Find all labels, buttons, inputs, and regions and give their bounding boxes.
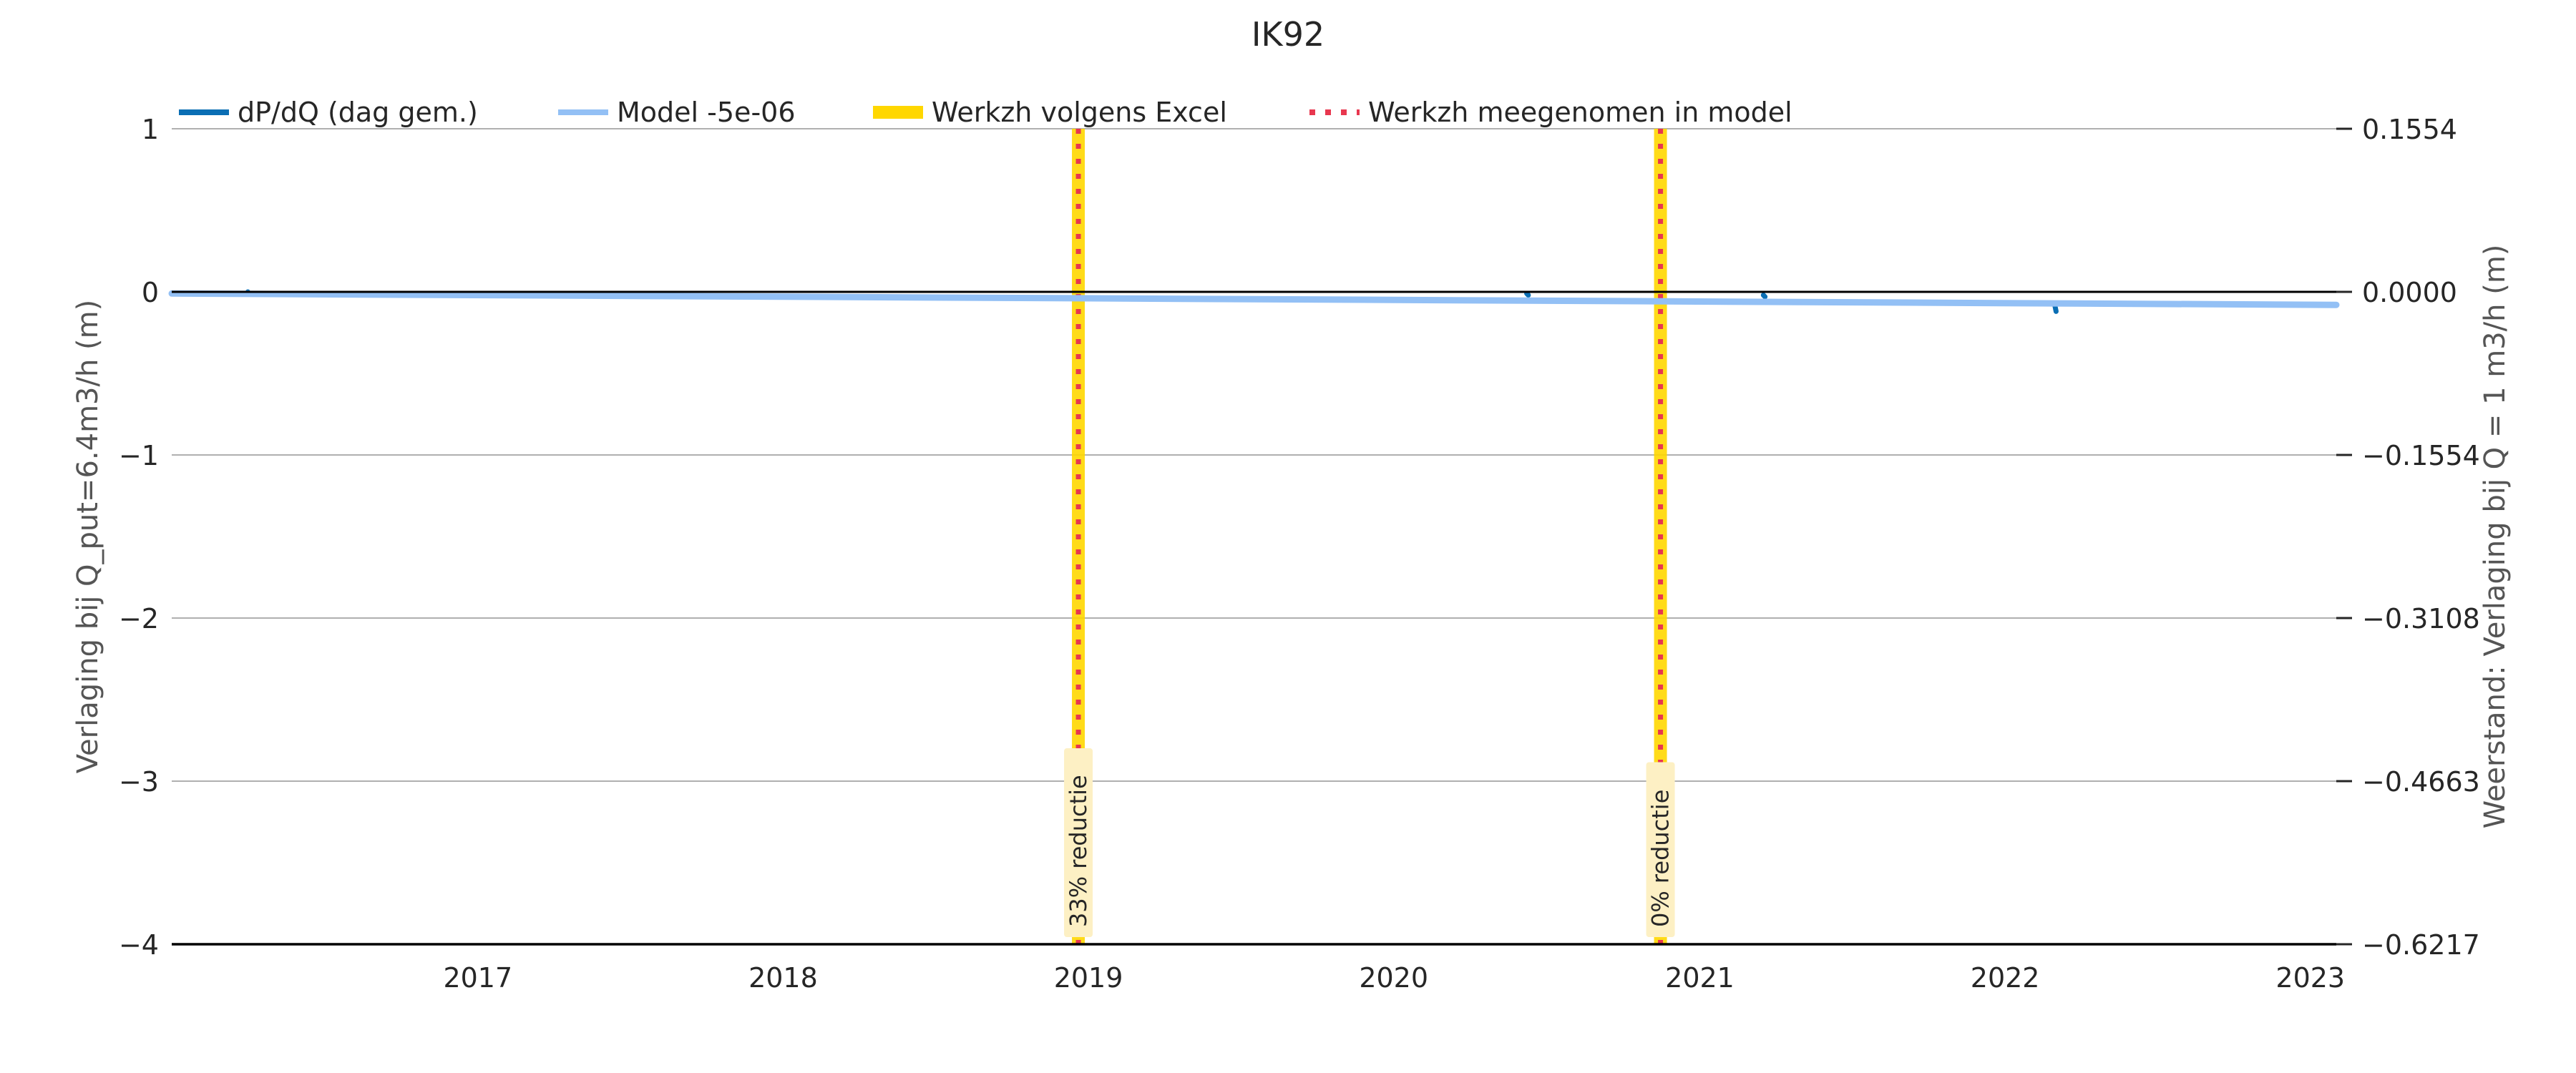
y-right-tick-label: −0.3108 (2362, 603, 2480, 635)
legend-label: Werkzh volgens Excel (932, 97, 1227, 128)
observed-segment (1760, 293, 1768, 300)
y-tick-label: −3 (119, 766, 159, 798)
event-label-box (1064, 748, 1093, 937)
y-axis-left-ticks: 1 0 −1 −2 −3 −4 (119, 114, 159, 961)
x-tick-label: 2019 (1054, 962, 1123, 994)
event-label-box (1646, 762, 1675, 937)
x-tick-label: 2021 (1665, 962, 1735, 994)
x-tick-label: 2018 (748, 962, 818, 994)
legend-label: Model -5e-06 (617, 97, 796, 128)
model-line (168, 290, 2340, 308)
legend-label: dP/dQ (dag gem.) (238, 97, 478, 128)
y-axis-right-ticks: 0.1554 0.0000 −0.1554 −0.3108 −0.4663 −0.6217 (2336, 114, 2480, 961)
x-tick-label: 2023 (2275, 962, 2345, 994)
y-right-tick-label: −0.1554 (2362, 440, 2480, 471)
y-tick-label: 1 (142, 114, 159, 145)
y-axis-right-label: Weerstand: Verlaging bij Q = 1 m3/h (m) (2479, 245, 2512, 829)
x-tick-label: 2020 (1359, 962, 1428, 994)
y-tick-label: 0 (142, 277, 159, 308)
y-right-tick-label: 0.0000 (2362, 277, 2457, 308)
y-tick-label: −2 (119, 603, 159, 635)
data-series (168, 289, 2340, 314)
y-right-tick-label: −0.6217 (2362, 929, 2480, 961)
x-tick-label: 2022 (1971, 962, 2040, 994)
legend: dP/dQ (dag gem.) Model -5e-06 Werkzh volge… (179, 97, 1792, 128)
chart-title: IK92 (1252, 15, 1324, 54)
y-tick-label: −1 (119, 440, 159, 471)
y-tick-label: −4 (119, 929, 159, 961)
event-markers: 33% reductie 0% reductie (1064, 129, 1675, 944)
axes (172, 290, 2336, 946)
event-label: 0% reductie (1647, 790, 1674, 927)
observed-segment (1524, 290, 1531, 298)
y-right-tick-label: −0.4663 (2362, 766, 2480, 798)
x-axis-ticks: 2017 2018 2019 2020 2021 2022 2023 (443, 962, 2345, 994)
gridlines (172, 128, 2336, 782)
y-axis-left-label: Verlaging bij Q_put=6.4m3/h (m) (72, 300, 104, 773)
x-tick-label: 2017 (443, 962, 512, 994)
y-right-tick-label: 0.1554 (2362, 114, 2457, 145)
legend-label: Werkzh meegenomen in model (1368, 97, 1792, 128)
event-label: 33% reductie (1065, 775, 1092, 927)
